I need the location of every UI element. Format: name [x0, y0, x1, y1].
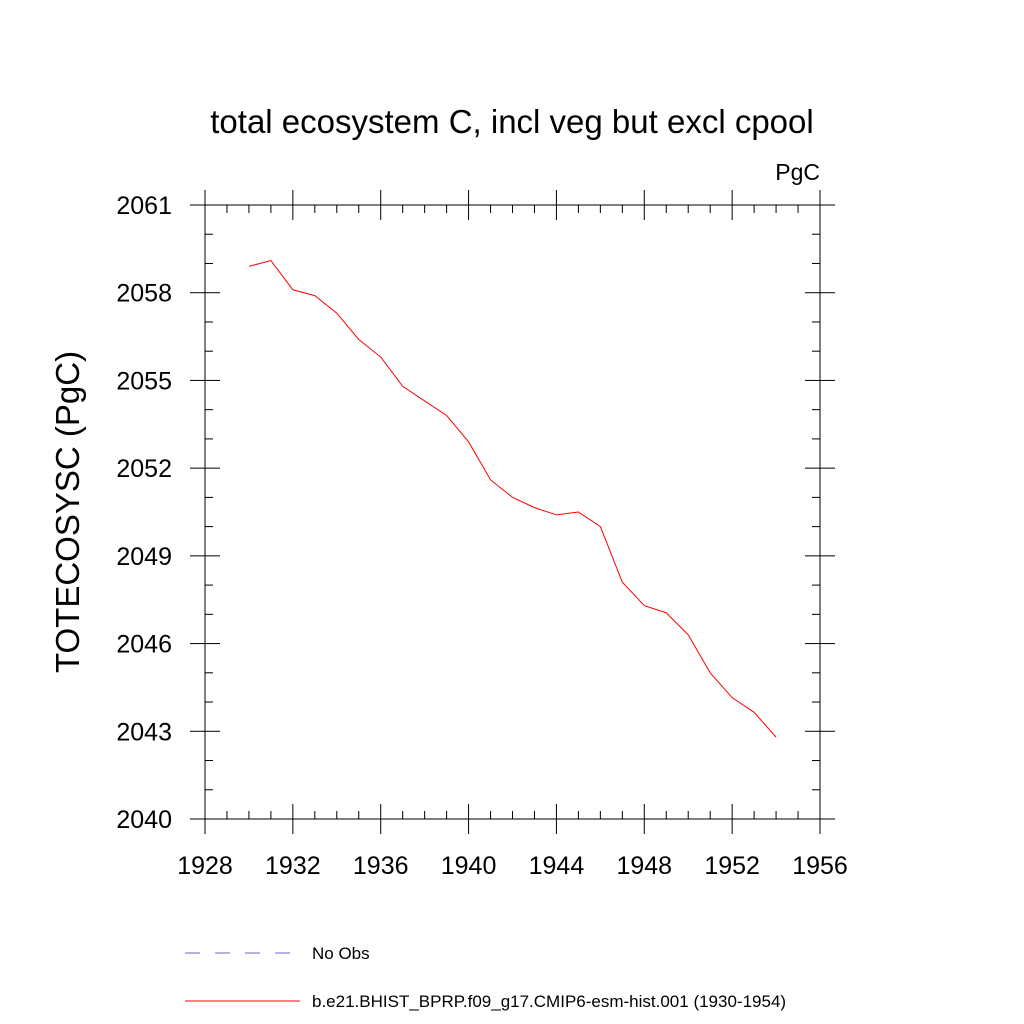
y-tick-label: 2055 [116, 367, 172, 395]
units-label: PgC [775, 159, 820, 185]
x-tick-label: 1948 [616, 852, 672, 880]
x-tick-label: 1944 [529, 852, 585, 880]
x-tick-label: 1928 [177, 852, 233, 880]
y-tick-label: 2043 [116, 718, 172, 746]
chart-title: total ecosystem C, incl veg but excl cpo… [210, 103, 813, 140]
series-line-0 [248, 259, 777, 738]
x-tick-label: 1956 [792, 852, 848, 880]
series-lines [248, 259, 777, 738]
y-tick-label: 2058 [116, 280, 172, 308]
y-tick-label: 2049 [116, 543, 172, 571]
plot-frame [204, 204, 821, 820]
x-tick-label: 1940 [441, 852, 497, 880]
x-tick-label: 1936 [353, 852, 409, 880]
y-tick-label: 2040 [116, 806, 172, 834]
axis-ticks [190, 190, 835, 834]
x-tick-label: 1952 [704, 852, 760, 880]
y-tick-label: 2061 [116, 192, 172, 220]
x-tick-label: 1932 [265, 852, 321, 880]
y-tick-label: 2046 [116, 631, 172, 659]
legend-label-model-run: b.e21.BHIST_BPRP.f09_g17.CMIP6-esm-hist.… [312, 992, 786, 1011]
y-axis-label: TOTECOSYSC (PgC) [49, 351, 86, 673]
legend-label-no-obs: No Obs [312, 944, 370, 963]
y-tick-label: 2052 [116, 455, 172, 483]
legend: No Obs b.e21.BHIST_BPRP.f09_g17.CMIP6-es… [185, 944, 786, 1011]
axis-tick-labels: 1928 1932 1936 1940 1944 1948 1952 1956 2040 2043… [116, 192, 847, 880]
